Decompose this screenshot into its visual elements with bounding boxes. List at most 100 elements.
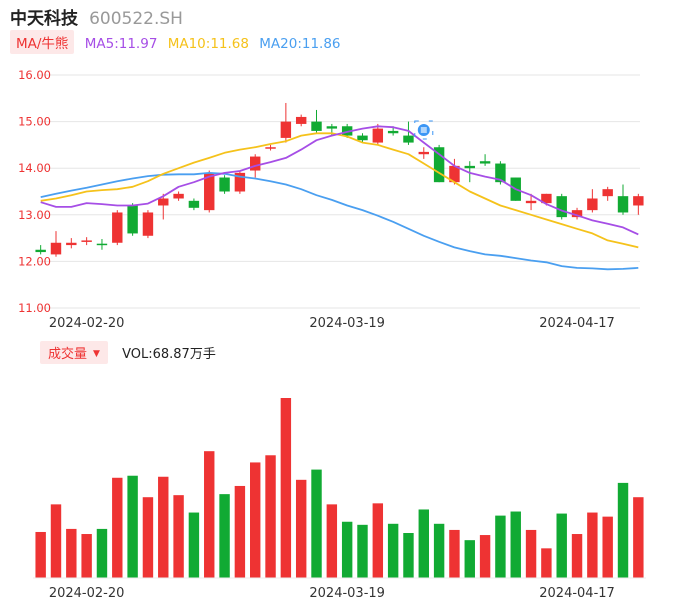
volume-bar bbox=[158, 476, 169, 578]
candle-body bbox=[142, 212, 154, 236]
y-tick-label: 12.00 bbox=[18, 254, 51, 268]
event-marker-frame bbox=[414, 120, 434, 140]
volume-bar bbox=[571, 534, 583, 578]
volume-bar bbox=[96, 528, 108, 578]
candle-body bbox=[387, 130, 399, 134]
volume-bar bbox=[280, 398, 292, 578]
volume-selector-label: 成交量 bbox=[48, 347, 88, 362]
volume-bar bbox=[510, 511, 521, 578]
volume-bar bbox=[372, 503, 384, 578]
candle-body bbox=[464, 165, 475, 169]
volume-bar bbox=[602, 516, 613, 578]
x-tick-label: 2024-02-20 bbox=[49, 316, 125, 331]
candle-body bbox=[234, 172, 246, 192]
ma10-legend: MA10:11.68 bbox=[167, 36, 249, 52]
volume-bar bbox=[234, 485, 246, 578]
candle-body bbox=[403, 135, 414, 143]
candle-body bbox=[341, 126, 353, 136]
stock-header: 中天科技 600522.SH bbox=[10, 4, 183, 29]
volume-bar bbox=[326, 504, 338, 578]
y-tick-label: 16.00 bbox=[18, 68, 51, 82]
volume-bar bbox=[633, 497, 644, 578]
candle-body bbox=[357, 135, 368, 141]
candle-body bbox=[96, 243, 108, 246]
volume-bar bbox=[387, 523, 399, 578]
y-tick-label: 13.00 bbox=[18, 208, 51, 222]
candle-body bbox=[50, 242, 62, 255]
volume-bar bbox=[418, 509, 429, 578]
volume-bar bbox=[433, 523, 445, 578]
volume-x-tick-label: 2024-03-19 bbox=[309, 586, 385, 601]
candle-body bbox=[265, 147, 276, 149]
volume-bar bbox=[35, 531, 46, 578]
y-tick-label: 15.00 bbox=[18, 115, 51, 129]
volume-bar bbox=[617, 482, 629, 578]
x-tick-label: 2024-03-19 bbox=[309, 316, 385, 331]
volume-bar bbox=[188, 512, 200, 578]
caret-down-icon: ▼ bbox=[93, 349, 100, 359]
ma-legend-row: MA/牛熊 MA5:11.97 MA10:11.68 MA20:11.86 bbox=[10, 30, 341, 54]
x-tick-label: 2024-04-17 bbox=[539, 316, 615, 331]
volume-bar bbox=[449, 529, 460, 578]
candle-body bbox=[525, 200, 537, 204]
candle-body bbox=[204, 172, 215, 211]
volume-bar bbox=[250, 462, 261, 578]
stock-code: 600522.SH bbox=[89, 9, 183, 29]
volume-bar bbox=[204, 451, 215, 578]
volume-bar bbox=[142, 497, 154, 578]
candle-body bbox=[311, 121, 322, 131]
volume-x-tick-label: 2024-02-20 bbox=[49, 586, 125, 601]
event-marker-glyph bbox=[420, 126, 427, 133]
candle-body bbox=[418, 151, 429, 155]
volume-bar bbox=[403, 533, 414, 578]
volume-bar bbox=[81, 534, 92, 578]
ma10-line bbox=[40, 132, 639, 249]
candle-body bbox=[556, 196, 567, 218]
candle-body bbox=[541, 193, 552, 204]
candle-body bbox=[571, 210, 583, 218]
candle-body bbox=[81, 240, 92, 242]
ma-type-selector[interactable]: MA/牛熊 bbox=[10, 30, 75, 54]
candle-body bbox=[479, 161, 491, 164]
volume-bar bbox=[587, 512, 598, 578]
volume-bar bbox=[464, 540, 475, 578]
candle-body bbox=[633, 196, 644, 206]
candle-body bbox=[617, 196, 629, 213]
volume-bar bbox=[173, 495, 184, 578]
volume-bar bbox=[311, 469, 322, 578]
candle-body bbox=[449, 165, 460, 183]
candle-body bbox=[587, 198, 598, 211]
ma20-legend: MA20:11.86 bbox=[259, 36, 341, 52]
candle-body bbox=[495, 163, 506, 183]
volume-indicator-selector[interactable]: 成交量 ▼ bbox=[40, 341, 108, 364]
ma5-line bbox=[40, 125, 639, 236]
volume-legend-row: 成交量 ▼ VOL:68.87万手 bbox=[40, 341, 216, 364]
candle-body bbox=[127, 205, 138, 234]
stock-name: 中天科技 bbox=[10, 9, 78, 29]
candle-body bbox=[280, 121, 292, 138]
candle-body bbox=[433, 147, 445, 183]
volume-bar bbox=[495, 515, 506, 578]
volume-bar bbox=[127, 475, 138, 578]
volume-bar bbox=[479, 535, 491, 578]
y-tick-label: 14.00 bbox=[18, 161, 51, 175]
volume-bar bbox=[66, 528, 77, 578]
y-tick-label: 11.00 bbox=[18, 301, 51, 315]
ma20-line bbox=[40, 172, 639, 271]
volume-value: VOL:68.87万手 bbox=[122, 347, 216, 362]
candle-body bbox=[295, 116, 307, 124]
candle-body bbox=[219, 177, 230, 192]
volume-bar bbox=[525, 529, 537, 578]
candle-body bbox=[326, 126, 338, 129]
candle-body bbox=[372, 128, 384, 143]
candle-body bbox=[66, 242, 77, 246]
ma5-legend: MA5:11.97 bbox=[84, 36, 158, 52]
volume-bar bbox=[219, 494, 230, 578]
candle-body bbox=[188, 200, 200, 208]
candle-body bbox=[173, 193, 184, 199]
candle-body bbox=[602, 189, 613, 197]
volume-x-tick-label: 2024-04-17 bbox=[539, 586, 615, 601]
volume-bar bbox=[112, 477, 123, 578]
candle-body bbox=[250, 156, 261, 171]
